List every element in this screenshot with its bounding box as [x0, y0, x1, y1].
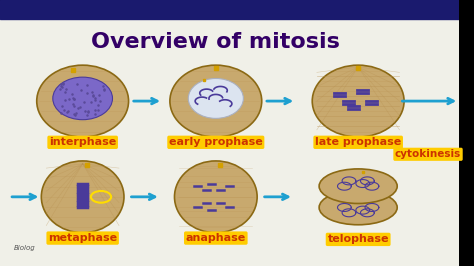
Ellipse shape	[319, 190, 397, 225]
Ellipse shape	[36, 65, 128, 137]
Text: Biolog: Biolog	[14, 245, 36, 251]
Text: cytokinesis: cytokinesis	[395, 149, 461, 159]
Ellipse shape	[170, 65, 262, 137]
Text: early prophase: early prophase	[169, 137, 263, 147]
Ellipse shape	[319, 169, 397, 203]
Text: Overview of mitosis: Overview of mitosis	[91, 32, 340, 52]
Text: metaphase: metaphase	[48, 233, 117, 243]
Ellipse shape	[41, 161, 124, 233]
Ellipse shape	[188, 78, 243, 118]
Text: late prophase: late prophase	[315, 137, 401, 147]
Ellipse shape	[312, 65, 404, 137]
Bar	[0, 0, 459, 19]
Text: telophase: telophase	[328, 234, 389, 244]
Text: interphase: interphase	[49, 137, 116, 147]
Text: anaphase: anaphase	[186, 233, 246, 243]
Ellipse shape	[174, 161, 257, 233]
Ellipse shape	[53, 77, 112, 120]
